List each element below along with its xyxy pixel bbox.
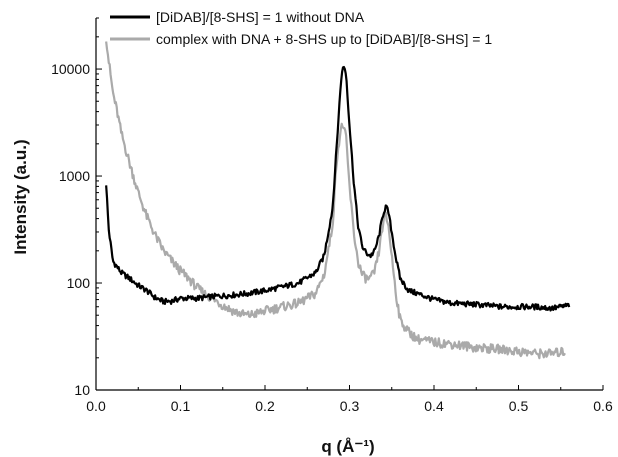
- y-tick-label: 1000: [59, 168, 90, 184]
- series-line: [105, 41, 566, 360]
- x-axis-title: q (Å⁻¹): [321, 437, 374, 456]
- x-tick-label: 0.4: [424, 398, 444, 414]
- legend: [DiDAB]/[8-SHS] = 1 without DNA complex w…: [110, 9, 492, 47]
- x-tick-label: 0.3: [340, 398, 360, 414]
- y-axis-title: Intensity (a.u.): [11, 139, 30, 254]
- series-line: [105, 65, 571, 312]
- axes-layer: 0.0 0.1 0.2 0.3 0.4 0.5 0.6 10 100 1000 10000: [51, 17, 613, 414]
- y-tick-label: 10000: [51, 61, 90, 77]
- x-tick-label: 0.1: [171, 398, 191, 414]
- x-tick-label: 0.6: [593, 398, 613, 414]
- legend-label: [DiDAB]/[8-SHS] = 1 without DNA: [156, 9, 365, 25]
- x-tick-label: 0.5: [509, 398, 529, 414]
- legend-label: complex with DNA + 8-SHS up to [DiDAB]/[…: [156, 31, 492, 47]
- y-tick-label: 10: [74, 382, 90, 398]
- series-layer: [105, 41, 571, 360]
- x-tick-label: 0.2: [255, 398, 275, 414]
- y-tick-label: 100: [67, 275, 91, 291]
- x-tick-label: 0.0: [86, 398, 106, 414]
